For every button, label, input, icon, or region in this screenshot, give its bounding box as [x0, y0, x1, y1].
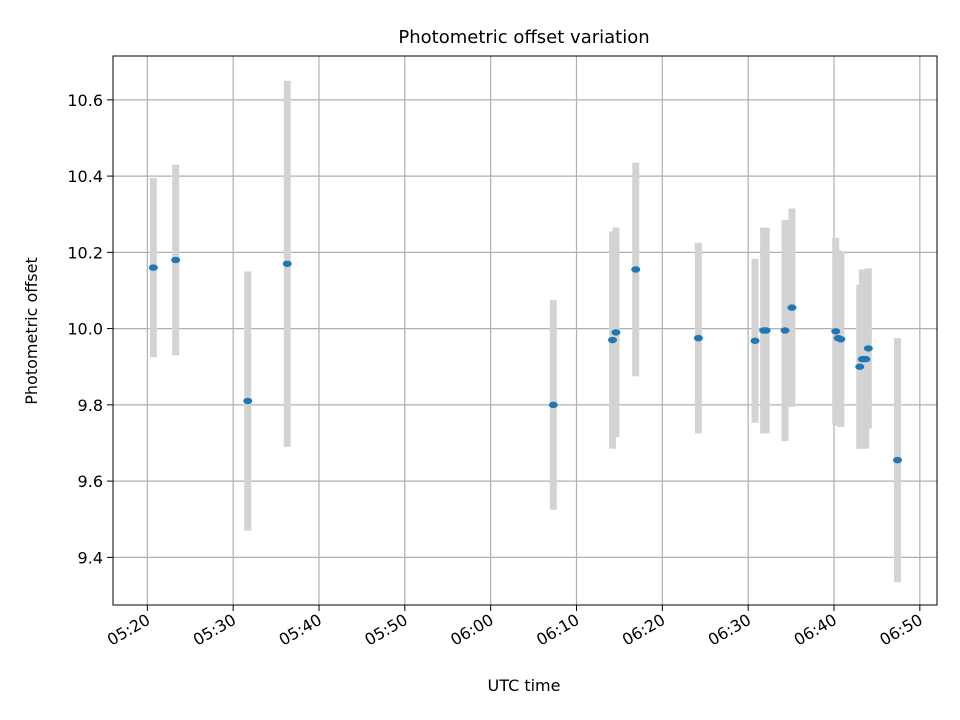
data-points	[148, 256, 903, 464]
y-axis-ticks: 9.4 9.6 9.8 10.0 10.2 10.4 10.6	[67, 91, 113, 567]
data-point	[750, 337, 760, 344]
x-tick-label: 06:30	[705, 610, 754, 650]
data-point	[611, 329, 621, 336]
x-tick-label: 06:20	[619, 610, 668, 650]
x-axis-label: UTC time	[488, 676, 561, 695]
data-point	[243, 397, 253, 405]
plot-area-frame	[112, 55, 938, 606]
data-point	[861, 355, 871, 363]
data-point	[693, 334, 703, 342]
data-point	[282, 260, 292, 267]
y-tick-label: 10.6	[67, 91, 103, 110]
data-point	[787, 304, 797, 311]
y-tick-label: 9.4	[78, 548, 103, 567]
y-tick-label: 10.2	[67, 243, 103, 262]
data-point	[855, 363, 865, 370]
data-point	[171, 256, 181, 264]
x-tick-label: 06:10	[533, 610, 582, 650]
x-tick-label: 06:00	[447, 610, 496, 650]
chart-title: Photometric offset variation	[398, 27, 649, 48]
data-point	[893, 456, 903, 464]
data-point	[631, 266, 641, 273]
data-point	[836, 336, 846, 343]
y-tick-label: 10.4	[67, 167, 103, 186]
data-point	[863, 345, 873, 352]
data-point	[780, 327, 790, 334]
y-tick-label: 9.6	[78, 472, 103, 491]
x-tick-label: 06:40	[791, 610, 840, 650]
y-tick-label: 9.8	[78, 396, 103, 415]
x-tick-label: 06:50	[876, 610, 925, 650]
data-point	[831, 328, 841, 335]
x-axis-ticks: 05:20 05:30 05:40 05:50 06:00 06:10 06:20 06:30…	[104, 605, 926, 650]
data-point	[608, 336, 618, 344]
data-point	[148, 264, 158, 271]
x-tick-label: 05:20	[104, 610, 153, 650]
x-tick-label: 05:40	[276, 610, 325, 650]
y-tick-label: 10.0	[67, 320, 103, 339]
grid	[113, 56, 937, 605]
y-axis-label: Photometric offset	[22, 257, 41, 405]
data-point	[548, 401, 558, 409]
x-tick-label: 05:30	[190, 610, 239, 650]
x-tick-label: 05:50	[361, 610, 410, 650]
data-point	[761, 327, 771, 334]
